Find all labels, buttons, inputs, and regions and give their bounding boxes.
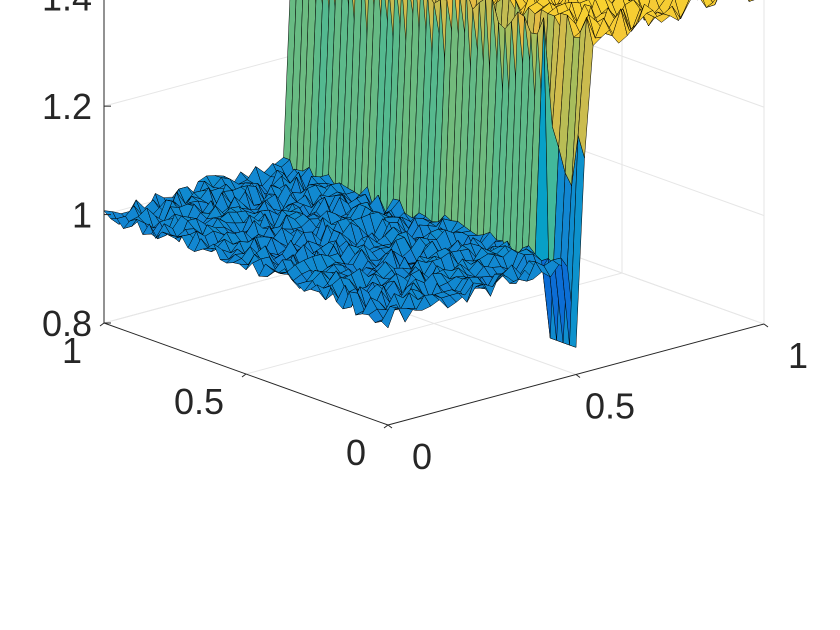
y-tick-mark <box>383 424 389 429</box>
z-tick-label: 1 <box>72 195 92 236</box>
surface-patch <box>656 0 665 9</box>
surface-patch <box>747 0 750 2</box>
surface-patch <box>553 0 561 7</box>
y-tick-label: 0.5 <box>174 381 224 422</box>
y-tick-mark <box>99 322 105 327</box>
surface-patch <box>496 0 501 4</box>
x-tick-label: 0.5 <box>585 386 635 427</box>
x-tick-mark <box>763 323 769 328</box>
x-tick-label: 0 <box>412 436 432 477</box>
x-tick-mark <box>575 374 581 378</box>
axis-layer <box>99 0 769 429</box>
surface-patch <box>714 0 718 5</box>
surface-patch <box>748 0 755 2</box>
z-tick-label: 1.4 <box>42 0 92 19</box>
z-tick-label: 0.8 <box>42 303 92 344</box>
x-tick-label: 1 <box>788 335 808 376</box>
y-tick-label: 0 <box>346 432 366 473</box>
y-tick-label: 1 <box>62 330 82 371</box>
surface-patch <box>680 0 691 19</box>
z-tick-label: 1.2 <box>42 86 92 127</box>
y-tick-mark <box>241 373 247 378</box>
surface-layer <box>103 0 755 348</box>
x-tick-mark <box>387 424 393 429</box>
